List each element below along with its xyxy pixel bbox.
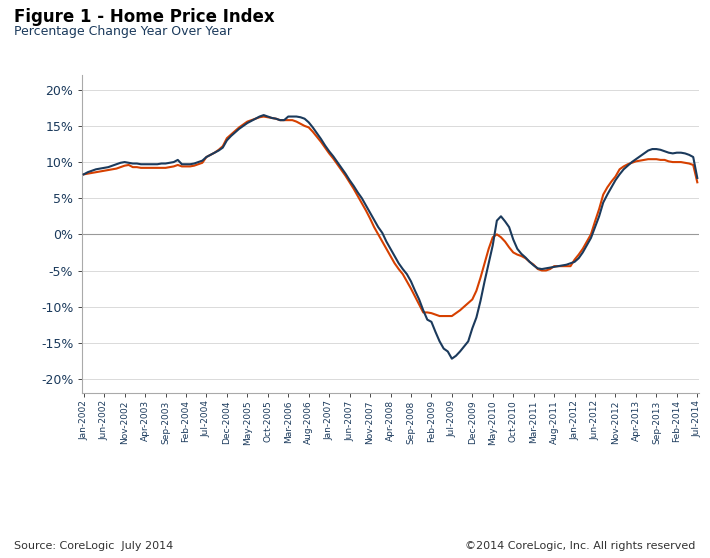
Text: Source: CoreLogic  July 2014: Source: CoreLogic July 2014 [14, 541, 173, 551]
Text: Percentage Change Year Over Year: Percentage Change Year Over Year [14, 25, 232, 38]
Text: Figure 1 - Home Price Index: Figure 1 - Home Price Index [14, 8, 275, 26]
Text: ©2014 CoreLogic, Inc. All rights reserved: ©2014 CoreLogic, Inc. All rights reserve… [466, 541, 696, 551]
